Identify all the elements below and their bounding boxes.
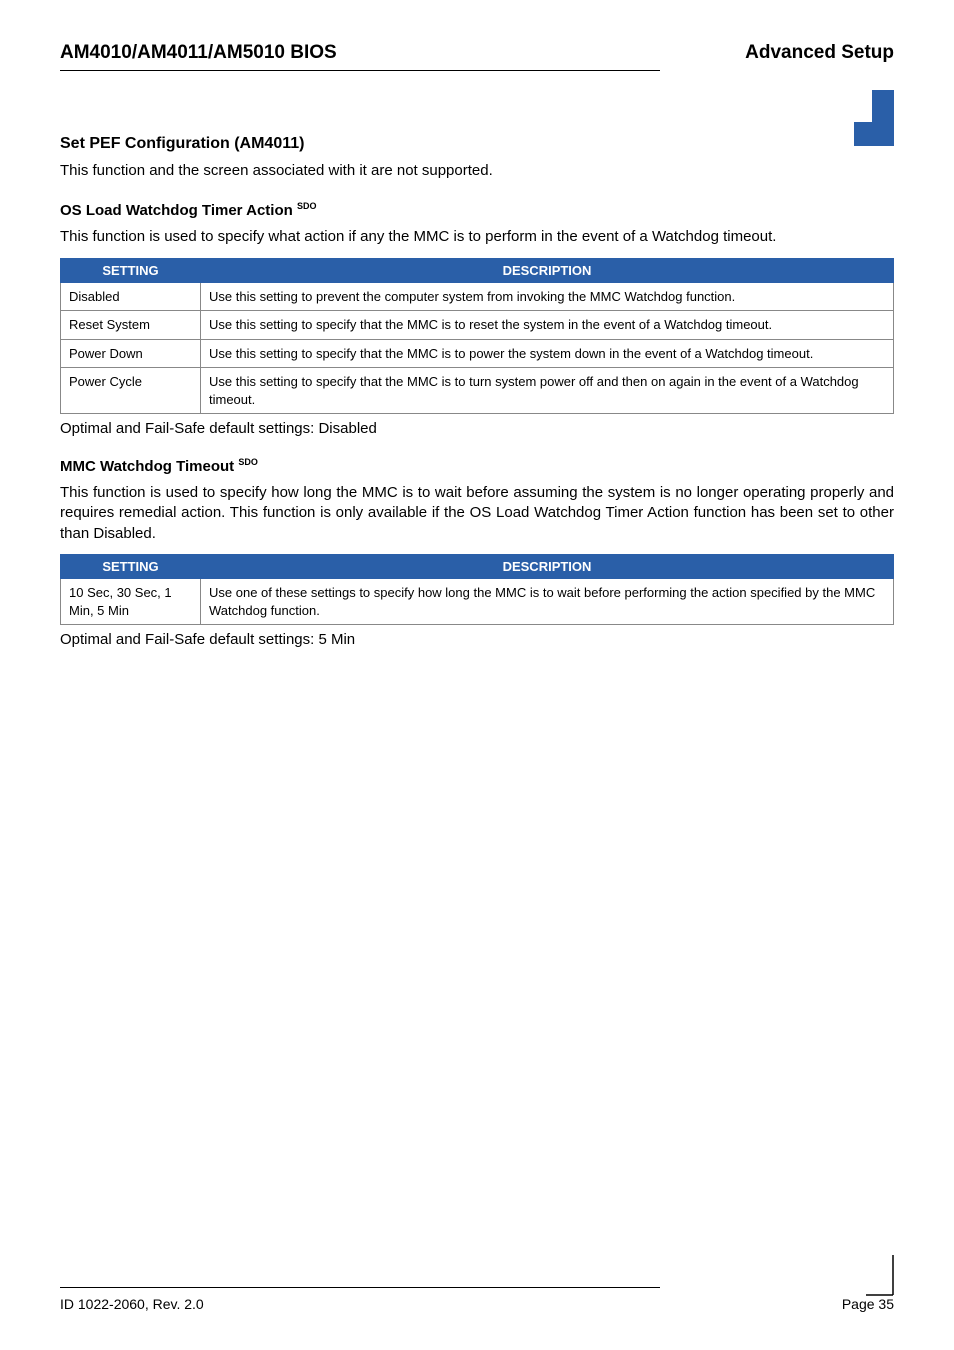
- cell-setting: 10 Sec, 30 Sec, 1 Min, 5 Min: [61, 578, 201, 624]
- cell-setting: Power Down: [61, 339, 201, 368]
- th-description: DESCRIPTION: [201, 258, 894, 282]
- watchdog-timeout-table: SETTING DESCRIPTION 10 Sec, 30 Sec, 1 Mi…: [60, 554, 894, 625]
- footer-rule: [60, 1287, 660, 1288]
- watchdog-action-heading: OS Load Watchdog Timer Action SDO: [60, 201, 894, 219]
- footer-right: Page 35: [842, 1296, 894, 1312]
- header-left: AM4010/AM4011/AM5010 BIOS: [60, 42, 337, 64]
- table-row: 10 Sec, 30 Sec, 1 Min, 5 Min Use one of …: [61, 578, 894, 624]
- header-right: Advanced Setup: [745, 42, 894, 64]
- footer-row: ID 1022-2060, Rev. 2.0 Page 35: [60, 1296, 894, 1312]
- watchdog-action-default: Optimal and Fail-Safe default settings: …: [60, 420, 894, 437]
- page-header: AM4010/AM4011/AM5010 BIOS Advanced Setup: [60, 42, 894, 64]
- cell-setting: Power Cycle: [61, 368, 201, 414]
- th-setting: SETTING: [61, 258, 201, 282]
- cell-desc: Use one of these settings to specify how…: [201, 578, 894, 624]
- cell-desc: Use this setting to specify that the MMC…: [201, 339, 894, 368]
- table-header-row: SETTING DESCRIPTION: [61, 258, 894, 282]
- cell-desc: Use this setting to specify that the MMC…: [201, 311, 894, 340]
- watchdog-action-table: SETTING DESCRIPTION Disabled Use this se…: [60, 258, 894, 415]
- table-row: Power Cycle Use this setting to specify …: [61, 368, 894, 414]
- corner-logo-icon: [834, 90, 894, 146]
- page-footer: ID 1022-2060, Rev. 2.0 Page 35: [60, 1287, 894, 1312]
- watchdog-timeout-title: MMC Watchdog Timeout: [60, 458, 234, 475]
- table-row: Reset System Use this setting to specify…: [61, 311, 894, 340]
- pef-heading: Set PEF Configuration (AM4011): [60, 135, 894, 153]
- watchdog-action-body: This function is used to specify what ac…: [60, 227, 894, 247]
- watchdog-action-sup: SDO: [297, 201, 317, 211]
- content-area: Set PEF Configuration (AM4011) This func…: [60, 135, 894, 648]
- header-rule: [60, 70, 660, 71]
- watchdog-timeout-default: Optimal and Fail-Safe default settings: …: [60, 631, 894, 648]
- cell-desc: Use this setting to prevent the computer…: [201, 282, 894, 311]
- table-row: Power Down Use this setting to specify t…: [61, 339, 894, 368]
- watchdog-action-title: OS Load Watchdog Timer Action: [60, 202, 293, 219]
- th-setting: SETTING: [61, 554, 201, 578]
- table-header-row: SETTING DESCRIPTION: [61, 554, 894, 578]
- footer-left: ID 1022-2060, Rev. 2.0: [60, 1296, 204, 1312]
- cell-desc: Use this setting to specify that the MMC…: [201, 368, 894, 414]
- watchdog-timeout-body: This function is used to specify how lon…: [60, 483, 894, 544]
- watchdog-timeout-sup: SDO: [238, 457, 258, 467]
- th-description: DESCRIPTION: [201, 554, 894, 578]
- cell-setting: Reset System: [61, 311, 201, 340]
- cell-setting: Disabled: [61, 282, 201, 311]
- pef-body: This function and the screen associated …: [60, 161, 894, 181]
- watchdog-timeout-heading: MMC Watchdog Timeout SDO: [60, 457, 894, 475]
- table-row: Disabled Use this setting to prevent the…: [61, 282, 894, 311]
